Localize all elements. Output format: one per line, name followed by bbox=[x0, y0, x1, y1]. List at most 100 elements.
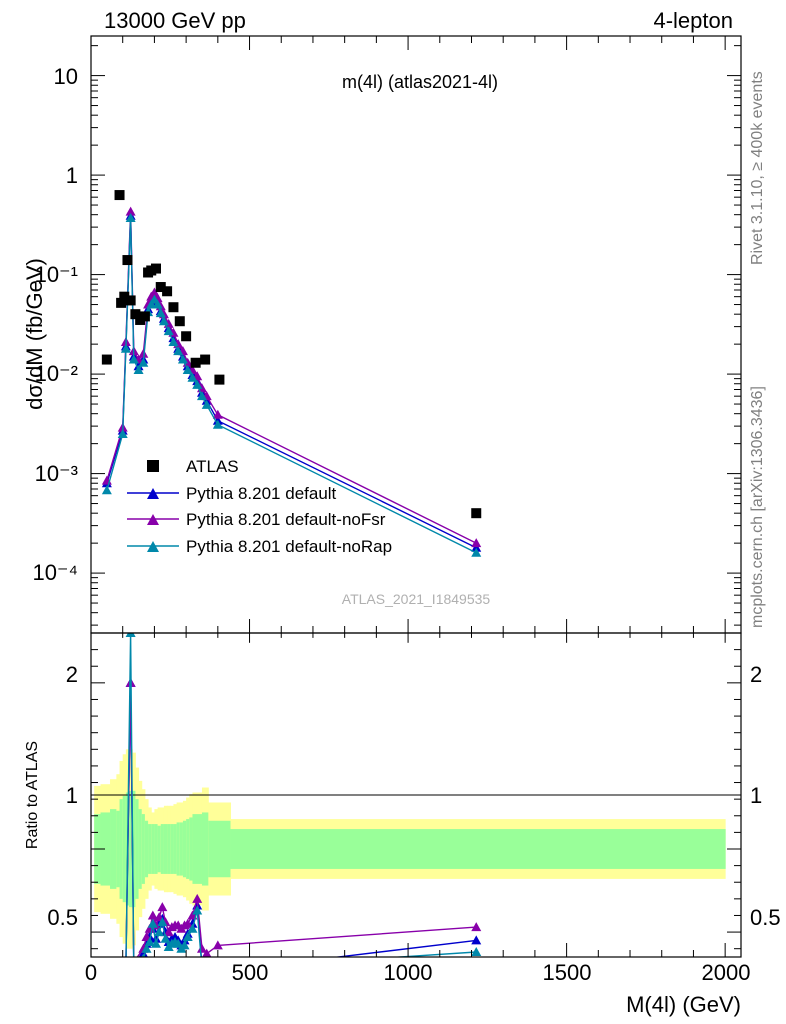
series-2-point-16 bbox=[177, 354, 188, 364]
y-tick-labels: 10⁻⁴ 10⁻³ 10⁻² 10⁻¹ 1 10 bbox=[32, 64, 78, 585]
inner-band-bin bbox=[110, 809, 117, 889]
atlas-point-12 bbox=[155, 282, 166, 293]
ratio-2-point-17 bbox=[182, 932, 193, 942]
ratio-1-point-19 bbox=[192, 893, 203, 903]
ratio-1-point-2 bbox=[133, 956, 134, 957]
ratio-2-point-1 bbox=[125, 633, 136, 637]
y-tick-label-1: 1 bbox=[66, 163, 78, 188]
ratio-tick-label-1-left: 1 bbox=[66, 783, 78, 808]
inner-band-bin bbox=[138, 809, 143, 889]
main-series-layer bbox=[101, 190, 482, 557]
inner-band-bin bbox=[170, 824, 174, 874]
ratio-1-point-23 bbox=[471, 922, 482, 932]
x-tick-label-2000: 2000 bbox=[702, 960, 751, 985]
inner-band-bin bbox=[173, 824, 178, 874]
ratio-0-point-2 bbox=[129, 964, 139, 973]
inner-band-bin bbox=[154, 824, 159, 874]
series-2-point-3 bbox=[125, 213, 136, 223]
series-1-point-22 bbox=[212, 409, 223, 419]
inner-band-bin bbox=[100, 812, 111, 886]
series-2-point-13 bbox=[163, 326, 174, 336]
ratio-2-point-23 bbox=[471, 947, 482, 957]
atlas-point-16 bbox=[181, 331, 192, 342]
inner-band-bin bbox=[116, 810, 121, 888]
series-2-point-4 bbox=[128, 354, 139, 364]
ratio-2-point-0 bbox=[121, 964, 131, 973]
ratio-0-point-7 bbox=[151, 933, 161, 943]
inner-band-bin bbox=[163, 824, 168, 874]
ratio-tick-label-1-right: 1 bbox=[750, 783, 762, 808]
legend-marker-default bbox=[147, 488, 159, 499]
header-right: 4-lepton bbox=[653, 8, 733, 33]
legend-marker-nofsr bbox=[147, 514, 159, 525]
series-1-point-23 bbox=[471, 538, 482, 548]
series-2-point-8 bbox=[146, 299, 157, 309]
inner-band-bin bbox=[122, 795, 127, 903]
series-2-point-1 bbox=[117, 429, 128, 438]
ratio-2-point-9 bbox=[157, 917, 168, 927]
ratio-0-point-0 bbox=[121, 960, 131, 969]
series-1-point-3 bbox=[125, 206, 136, 216]
ratio-tick-labels: 0.5 1 2 0.5 1 2 bbox=[47, 662, 780, 930]
ratio-1-point-9 bbox=[157, 902, 168, 912]
inner-band-bin bbox=[167, 824, 171, 874]
series-0-point-23 bbox=[471, 542, 482, 552]
atlas-point-2 bbox=[116, 297, 127, 308]
x-tick-label-0: 0 bbox=[85, 960, 97, 985]
atlas-point-11 bbox=[151, 263, 161, 274]
series-2-point-2 bbox=[120, 343, 131, 353]
ratio-tick-label-2-right: 2 bbox=[750, 662, 762, 687]
inner-band-bin bbox=[129, 790, 133, 908]
ratio-2-point-2 bbox=[129, 967, 139, 976]
ratio-tick-label-0.5-left: 0.5 bbox=[47, 905, 78, 930]
series-2-point-20 bbox=[196, 391, 207, 401]
ratio-1-point-6 bbox=[147, 910, 158, 920]
atlas-point-5 bbox=[125, 295, 136, 306]
inner-band-bin bbox=[148, 824, 152, 874]
inner-band-bin bbox=[119, 799, 124, 899]
inner-band-bin bbox=[208, 820, 232, 878]
ratio-0-point-3 bbox=[138, 948, 148, 957]
y-tick-label-1e-1: 10⁻¹ bbox=[35, 262, 78, 287]
ratio-2-point-18 bbox=[187, 923, 198, 933]
ratio-2-point-21 bbox=[202, 969, 212, 978]
inner-band-bin bbox=[151, 824, 155, 874]
series-2-point-23 bbox=[471, 547, 482, 557]
ratio-tick-label-2-left: 2 bbox=[66, 662, 78, 687]
rivet-label: Rivet 3.1.10, ≥ 400k events bbox=[749, 71, 766, 265]
y-tick-label-1e-2: 10⁻² bbox=[35, 361, 78, 386]
ratio-1-point-20 bbox=[196, 943, 207, 953]
ratio-series-layer bbox=[121, 633, 482, 978]
x-tick-labels: 0 500 1000 1500 2000 bbox=[85, 960, 751, 985]
analysis-watermark: ATLAS_2021_I1849535 bbox=[342, 591, 491, 607]
inner-band-bin bbox=[230, 829, 726, 869]
ratio-2-point-20 bbox=[197, 964, 207, 973]
series-2-point-14 bbox=[168, 337, 179, 347]
y-tick-label-1e-3: 10⁻³ bbox=[35, 461, 78, 486]
atlas-point-13 bbox=[162, 286, 173, 297]
series-2-point-11 bbox=[155, 308, 166, 318]
x-tick-label-500: 500 bbox=[232, 960, 269, 985]
inner-band-bin bbox=[132, 790, 136, 908]
atlas-point-4 bbox=[122, 255, 133, 266]
series-2-point-15 bbox=[173, 346, 184, 356]
ratio-tick-label-0.5-right: 0.5 bbox=[750, 905, 781, 930]
ratio-2-point-6 bbox=[147, 918, 158, 928]
atlas-point-20 bbox=[471, 508, 482, 519]
series-2-point-10 bbox=[152, 299, 163, 309]
ratio-2-point-16 bbox=[179, 940, 190, 950]
plot-title: m(4l) (atlas2021-4l) bbox=[342, 72, 498, 92]
ratio-2-point-10 bbox=[160, 933, 171, 943]
y-axis-title: dσ/dM (fb/GeV) bbox=[22, 258, 47, 410]
legend-label-nofsr: Pythia 8.201 default-noFsr bbox=[186, 510, 386, 529]
series-2-point-5 bbox=[133, 364, 144, 374]
legend-label-default: Pythia 8.201 default bbox=[186, 484, 337, 503]
ratio-0-point-22 bbox=[297, 956, 298, 957]
inner-band-bin bbox=[141, 814, 146, 884]
ratio-1-point-11 bbox=[163, 927, 174, 937]
legend-label-norap: Pythia 8.201 default-noRap bbox=[186, 537, 392, 556]
series-2-point-22 bbox=[212, 419, 223, 429]
inner-band-bin bbox=[144, 820, 149, 878]
ratio-1-point-17 bbox=[182, 918, 193, 928]
